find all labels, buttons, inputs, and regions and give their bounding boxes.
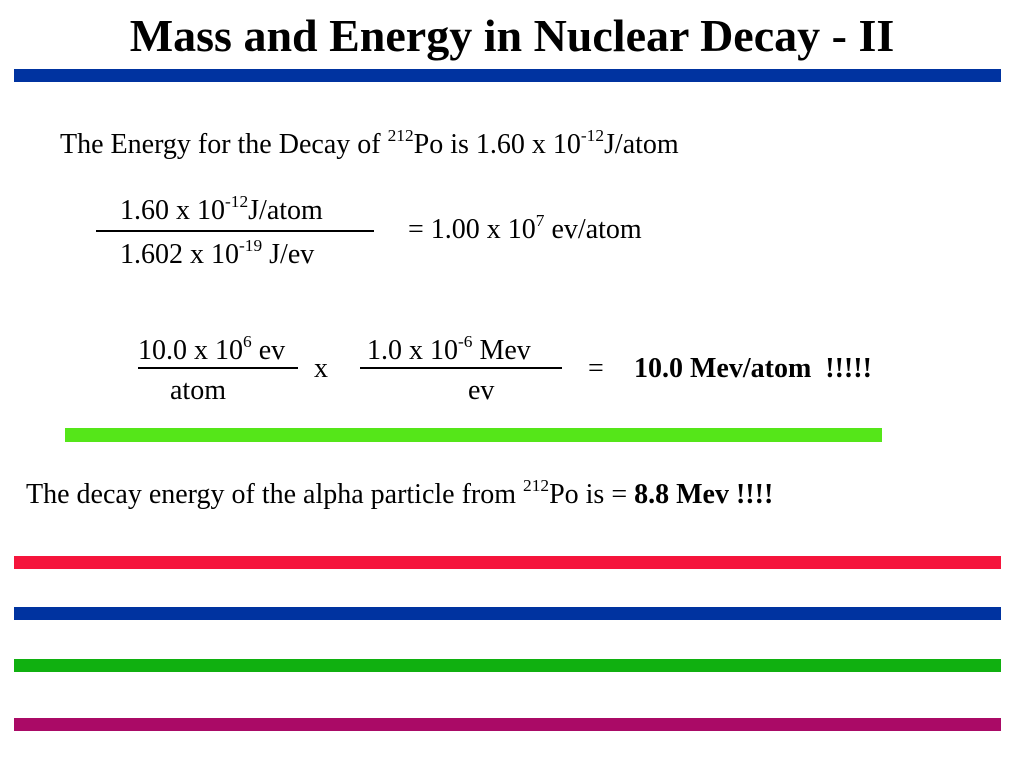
green-divider-bar — [65, 428, 882, 442]
conversion2-frac1-numerator: 10.0 x 106 ev — [138, 331, 286, 368]
blue-decorative-bar — [14, 607, 1001, 620]
multiply-sign: x — [314, 353, 328, 384]
denominator-unit: J/ev — [262, 239, 315, 270]
conversion2-frac1-line — [138, 367, 298, 369]
conversion2-frac1-denominator: atom — [170, 375, 226, 406]
mass-number: 212 — [387, 125, 414, 145]
alpha-mass-number: 212 — [523, 475, 550, 495]
frac2-numerator-unit: Mev — [472, 335, 531, 366]
frac2-numerator-exponent: -6 — [458, 331, 473, 351]
magenta-decorative-bar — [14, 718, 1001, 731]
alpha-decay-statement: The decay energy of the alpha particle f… — [26, 475, 774, 512]
alpha-element-symbol: Po — [549, 479, 579, 510]
energy-exponent: -12 — [580, 125, 605, 145]
element-symbol: Po — [413, 129, 444, 160]
conversion2-result: 10.0 Mev/atom !!!!! — [634, 353, 872, 384]
frac1-numerator-base: 10.0 x 10 — [138, 335, 243, 366]
numerator-exponent: -12 — [225, 191, 249, 211]
alpha-decay-energy: 8.8 Mev !!!! — [634, 479, 774, 510]
frac1-numerator-exponent: 6 — [243, 331, 252, 351]
title-divider-bar — [14, 69, 1001, 82]
numerator-base: 1.60 x 10 — [120, 195, 225, 226]
green-decorative-bar — [14, 659, 1001, 672]
denominator-base: 1.602 x 10 — [120, 239, 239, 270]
result-unit: ev/atom — [544, 214, 642, 245]
conversion2-frac2-numerator: 1.0 x 10-6 Mev — [367, 331, 531, 368]
denominator-exponent: -19 — [239, 235, 263, 255]
slide-title: Mass and Energy in Nuclear Decay - II — [129, 10, 895, 61]
equals-sign: = — [588, 353, 604, 384]
alpha-statement-prefix: The decay energy of the alpha particle f… — [26, 479, 524, 510]
frac2-numerator-base: 1.0 x 10 — [367, 335, 458, 366]
conversion2-frac2-line — [360, 367, 562, 369]
energy-value: is 1.60 x 10 — [443, 129, 581, 160]
energy-unit: J/atom — [604, 129, 679, 160]
conversion1-fraction-line — [96, 230, 374, 232]
conversion2-frac2-denominator: ev — [468, 375, 495, 406]
red-decorative-bar — [14, 556, 1001, 569]
result-exponent: 7 — [535, 210, 545, 230]
frac1-numerator-unit: ev — [251, 335, 286, 366]
conversion1-denominator: 1.602 x 10-19 J/ev — [120, 235, 315, 272]
energy-statement-prefix: The Energy for the Decay of — [60, 129, 388, 160]
conversion1-result: = 1.00 x 107 ev/atom — [408, 210, 642, 247]
result-base: = 1.00 x 10 — [408, 214, 536, 245]
alpha-statement-mid: is = — [578, 479, 635, 510]
numerator-unit: J/atom — [248, 195, 323, 226]
energy-statement: The Energy for the Decay of 212Po is 1.6… — [60, 125, 679, 162]
conversion1-numerator: 1.60 x 10-12J/atom — [120, 191, 323, 228]
